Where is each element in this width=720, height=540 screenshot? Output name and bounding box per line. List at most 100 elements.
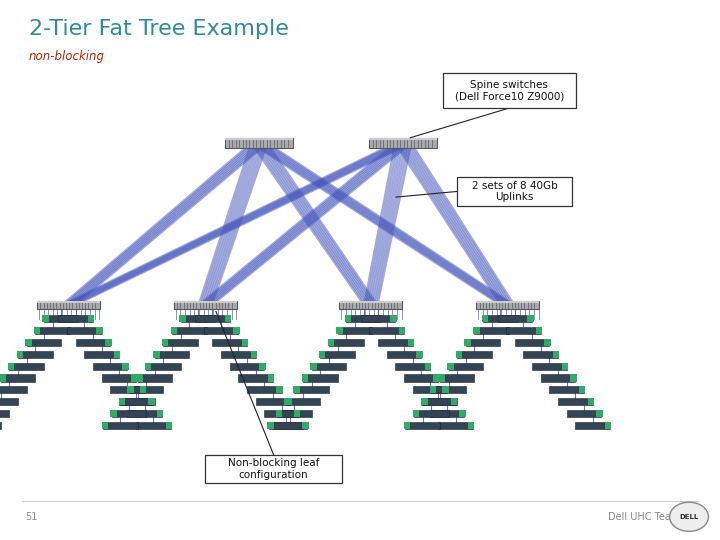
Bar (596, 410, 603, 417)
Bar (127, 410, 162, 417)
Bar (425, 363, 431, 370)
Bar (120, 399, 155, 405)
Bar (0, 410, 9, 417)
Bar (404, 375, 438, 381)
Bar (423, 399, 457, 405)
Bar (430, 410, 464, 417)
Bar (162, 339, 168, 346)
Bar (174, 301, 237, 309)
Bar (221, 351, 256, 358)
Bar (527, 315, 534, 322)
Bar (76, 339, 110, 346)
Bar (171, 327, 177, 334)
Bar (464, 339, 471, 346)
Bar (267, 422, 274, 429)
Bar (433, 375, 440, 381)
Bar (328, 339, 334, 346)
Bar (112, 410, 146, 417)
Bar (102, 375, 136, 381)
Bar (58, 315, 93, 322)
Bar (575, 422, 610, 429)
Bar (567, 410, 601, 417)
Bar (457, 177, 572, 206)
Bar (110, 387, 145, 393)
Text: non-blocking: non-blocking (29, 50, 105, 63)
Bar (476, 301, 539, 309)
Bar (273, 422, 307, 429)
Bar (140, 387, 146, 393)
Bar (131, 375, 138, 381)
Bar (421, 399, 428, 405)
Bar (145, 363, 151, 370)
Bar (414, 410, 449, 417)
Bar (153, 351, 160, 358)
Bar (25, 339, 32, 346)
Text: Non-blocking leaf
configuration: Non-blocking leaf configuration (228, 458, 319, 480)
Bar (339, 301, 402, 303)
Bar (562, 363, 568, 370)
Bar (449, 363, 483, 370)
Bar (413, 387, 447, 393)
Bar (277, 410, 312, 417)
Bar (456, 351, 462, 358)
Bar (102, 422, 108, 429)
Bar (319, 351, 325, 358)
Bar (251, 351, 257, 358)
Bar (303, 375, 338, 381)
Bar (27, 339, 61, 346)
Bar (155, 351, 189, 358)
Bar (93, 363, 127, 370)
Bar (451, 399, 457, 405)
Bar (466, 339, 500, 346)
Bar (346, 315, 381, 322)
Bar (361, 315, 395, 322)
Bar (579, 387, 585, 393)
Bar (369, 138, 438, 140)
Bar (136, 375, 143, 381)
Bar (0, 422, 1, 429)
Bar (405, 422, 440, 429)
Bar (515, 339, 549, 346)
Bar (148, 399, 155, 405)
Bar (34, 327, 40, 334)
Bar (312, 363, 346, 370)
Bar (369, 138, 438, 148)
Bar (399, 327, 405, 334)
Bar (338, 327, 372, 334)
Bar (430, 387, 436, 393)
Bar (163, 339, 198, 346)
Bar (114, 351, 120, 358)
Bar (459, 410, 466, 417)
Bar (474, 327, 509, 334)
Bar (541, 375, 575, 381)
Bar (122, 363, 129, 370)
Text: 2 sets of 8 40Gb
Uplinks: 2 sets of 8 40Gb Uplinks (472, 180, 558, 202)
Bar (138, 375, 172, 381)
Bar (146, 363, 181, 370)
Bar (110, 410, 117, 417)
Bar (404, 422, 410, 429)
Bar (302, 422, 309, 429)
Bar (390, 315, 397, 322)
Bar (242, 339, 248, 346)
Bar (172, 327, 207, 334)
Bar (498, 315, 532, 322)
Bar (336, 327, 343, 334)
Bar (205, 455, 342, 483)
Bar (259, 363, 266, 370)
Bar (119, 399, 153, 405)
Bar (320, 351, 355, 358)
Text: Spine switches
(Dell Force10 Z9000): Spine switches (Dell Force10 Z9000) (455, 79, 564, 102)
Bar (438, 422, 473, 429)
Bar (42, 315, 49, 322)
Bar (276, 387, 283, 393)
Bar (105, 339, 112, 346)
Bar (276, 410, 282, 417)
Bar (468, 422, 474, 429)
Bar (174, 301, 237, 303)
Bar (506, 327, 541, 334)
Bar (588, 399, 594, 405)
Bar (284, 399, 291, 405)
Bar (18, 351, 53, 358)
Bar (225, 138, 294, 148)
